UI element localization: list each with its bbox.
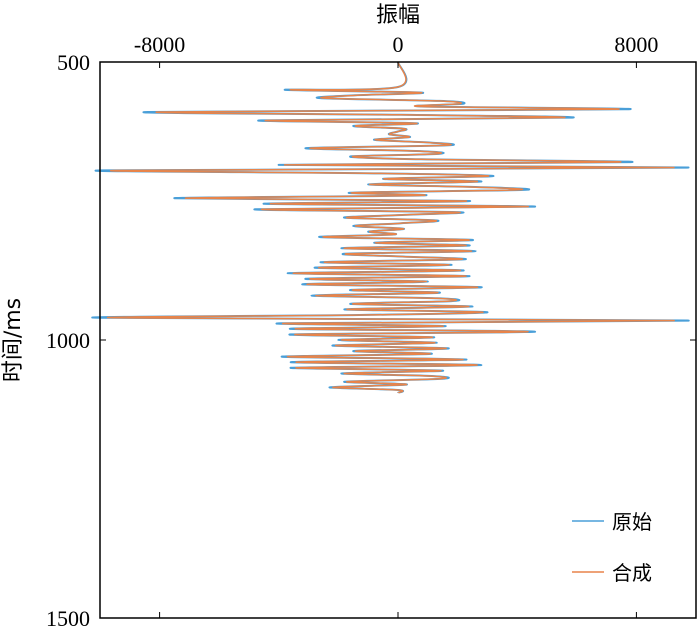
x-tick-label: 0 [393, 32, 404, 57]
series-line-synthetic [106, 61, 675, 394]
legend-label-synthetic: 合成 [612, 561, 652, 585]
x-tick-label: 8000 [614, 32, 658, 57]
legend-label-original: 原始 [612, 510, 652, 534]
x-axis-label: 振幅 [376, 3, 420, 28]
y-axis-label: 时间/ms [1, 298, 26, 382]
axis-ticks: -8000 0 8000 500 1000 1500 [46, 32, 696, 628]
y-tick-label: 1500 [46, 606, 90, 628]
x-tick-label: -8000 [134, 32, 185, 57]
plot-area [91, 61, 690, 394]
legend: 原始 合成 [572, 510, 652, 585]
y-tick-label: 500 [57, 50, 90, 75]
y-tick-label: 1000 [46, 328, 90, 353]
